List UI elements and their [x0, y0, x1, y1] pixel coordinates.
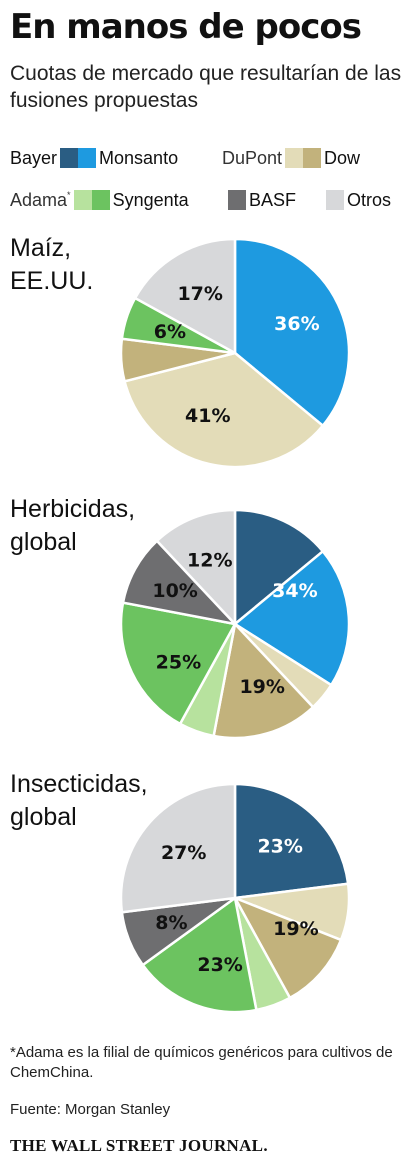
legend-item-dupont-dow: DuPont Dow: [222, 148, 360, 168]
legend-swatch-basf: [228, 190, 246, 210]
pie-insecticidas-slice-6: [119, 782, 237, 914]
pie-insecticidas-label-5: 8%: [155, 912, 187, 934]
pie-title-herbicidas: Herbicidas, global: [10, 493, 190, 558]
legend-label-syngenta: Syngenta: [112, 190, 189, 210]
legend-swatch-adama: [73, 190, 92, 210]
pie-herbicidas-group-label-1: 19%: [239, 676, 284, 698]
pie-herbicidas-group-label-2: 25%: [156, 651, 201, 673]
pie-chart-herbicidas: 10% 12% 34% 19% 25%: [110, 499, 360, 749]
legend-item-adama-syngenta: Adama* Syngenta: [10, 190, 189, 210]
pie-title-insecticidas-line-2: global: [10, 802, 77, 831]
pie-maiz-label-4: 17%: [177, 283, 222, 305]
pie-insecticidas-slice-0: [233, 782, 350, 900]
legend-label-basf: BASF: [249, 190, 297, 210]
pie-insecticidas-group-label-0: 19%: [273, 918, 318, 940]
legend-footnote-mark: *: [67, 190, 71, 200]
pie-maiz-label-3: 6%: [154, 321, 186, 343]
pie-insecticidas-label-0: 23%: [257, 836, 302, 858]
legend-item-otros: Otros: [326, 190, 391, 210]
pie-herbicidas-slice-1: [233, 550, 351, 687]
legend-swatch-monsanto: [78, 148, 97, 168]
legend-swatch-bayer: [60, 148, 79, 168]
legend-swatch-dupont: [285, 148, 304, 168]
pie-maiz-slice-4: [133, 237, 237, 355]
pie-insecticidas-label-6: 27%: [161, 842, 206, 864]
pie-title-maiz-line-1: Maíz,: [10, 234, 72, 262]
pie-insecticidas-group-label-1: 23%: [197, 954, 242, 976]
legend-row-2: Adama* Syngenta BASF Otros: [10, 190, 415, 212]
pie-maiz-label-0: 36%: [274, 313, 319, 335]
pie-maiz-slice-1: [123, 351, 325, 469]
pie-chart-insecticidas: 23% 8% 27% 19% 23%: [110, 773, 360, 1023]
source-note: Fuente: Morgan Stanley: [10, 1101, 171, 1118]
legend-row-1: Bayer Monsanto DuPont Dow: [10, 148, 415, 170]
pie-herbicidas-slice-0: [233, 508, 325, 626]
pie-title-herbicidas-line-2: global: [10, 527, 77, 556]
pie-insecticidas-slice-2: [233, 896, 343, 1000]
pie-herbicidas-group-label-0: 34%: [272, 580, 317, 602]
pie-title-insecticidas-line-1: Insecticidas,: [10, 770, 148, 798]
chart-subtitle: Cuotas de mercado que resultarían de las…: [10, 62, 402, 113]
pie-title-insecticidas: Insecticidas, global: [10, 768, 190, 833]
legend-swatch-syngenta: [91, 190, 110, 210]
pie-maiz-slice-0: [233, 237, 351, 427]
pie-title-maiz-line-2: EE.UU.: [10, 266, 94, 295]
legend-label-dupont: DuPont: [222, 148, 283, 168]
pie-herbicidas-slice-7: [155, 508, 237, 626]
chart-title: En manos de pocos: [10, 7, 362, 47]
legend-label-otros: Otros: [347, 190, 392, 210]
pie-herbicidas-label-6: 10%: [152, 580, 197, 602]
legend-swatch-otros: [326, 190, 344, 210]
pie-herbicidas-slice-6: [121, 539, 237, 626]
footnote: *Adama es la filial de químicos genérico…: [10, 1044, 393, 1082]
pie-herbicidas-slice-5: [119, 601, 237, 726]
legend-label-bayer: Bayer: [10, 148, 58, 168]
legend-item-bayer-monsanto: Bayer Monsanto: [10, 148, 178, 168]
legend-swatch-dow: [303, 148, 322, 168]
pie-herbicidas-label-7: 12%: [187, 549, 232, 571]
legend-label-monsanto: Monsanto: [99, 148, 179, 168]
pie-herbicidas-slice-3: [212, 622, 315, 740]
legend-item-basf: BASF: [228, 190, 296, 210]
publisher-logo: THE WALL STREET JOURNAL.: [10, 1136, 268, 1155]
pie-insecticidas-slice-4: [141, 896, 258, 1014]
pie-maiz-group-label-0: 41%: [185, 405, 230, 427]
pie-chart-maiz: 36% 6% 17% 41%: [110, 228, 360, 478]
pie-title-maiz: Maíz, EE.UU.: [10, 232, 190, 297]
legend-label-dow: Dow: [324, 148, 361, 168]
legend-label-adama: Adama*: [10, 190, 71, 210]
pie-title-herbicidas-line-1: Herbicidas,: [10, 495, 136, 523]
